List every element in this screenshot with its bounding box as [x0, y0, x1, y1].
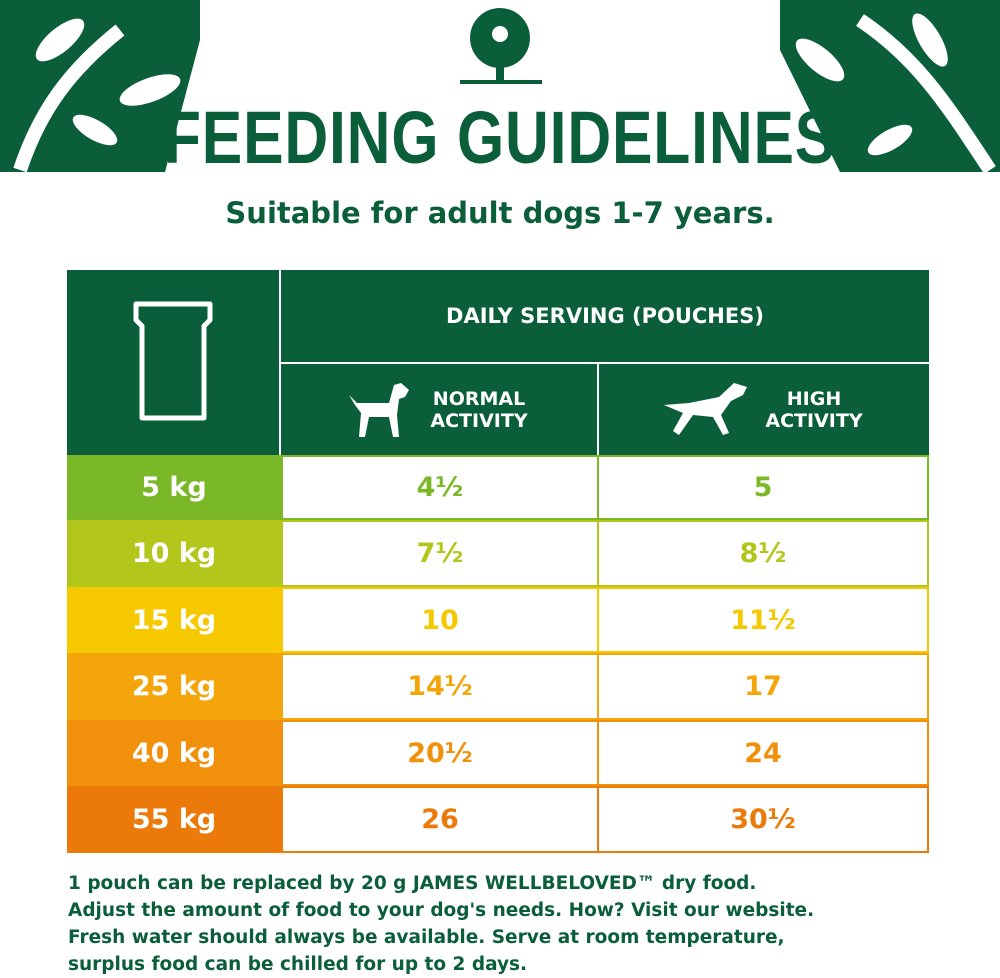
subtitle: Suitable for adult dogs 1-7 years. [225, 196, 775, 230]
footer-line: Fresh water should always be available. … [68, 927, 785, 948]
pouch-icon-cell [67, 270, 279, 455]
column-label: NORMAL ACTIVITY [430, 387, 528, 432]
high-cell: 11½ [597, 587, 929, 653]
normal-cell: 7½ [281, 520, 599, 587]
weight-cell: 5 kg [67, 455, 281, 520]
normal-activity-header: NORMAL ACTIVITY [281, 364, 597, 455]
weight-cell: 40 kg [67, 720, 281, 786]
high-cell: 8½ [597, 520, 929, 587]
weight-cell: 10 kg [67, 520, 281, 587]
weight-cell: 25 kg [67, 653, 281, 720]
weight-cell: 15 kg [67, 587, 281, 653]
column-label: HIGH ACTIVITY [765, 387, 863, 432]
normal-cell: 20½ [281, 720, 599, 786]
dog-icon [349, 382, 409, 437]
title: FEEDING GUIDELINES [163, 96, 837, 179]
decoration [0, 0, 1000, 174]
pouch-icon [133, 301, 213, 421]
footer-line: Adjust the amount of food to your dog's … [68, 900, 815, 921]
footer-line: surplus food can be chilled for up to 2 … [68, 954, 528, 975]
daily-serving-header: DAILY SERVING (POUCHES) [281, 270, 929, 362]
high-cell: 17 [597, 653, 929, 720]
normal-cell: 4½ [281, 455, 599, 520]
weight-cell: 55 kg [67, 786, 281, 853]
high-cell: 24 [597, 720, 929, 786]
footer: 1 pouch can be replaced by 20 g JAMES WE… [68, 870, 814, 978]
running-dog-icon [664, 382, 747, 435]
high-cell: 30½ [597, 786, 929, 853]
normal-cell: 14½ [281, 653, 599, 720]
footer-line: 1 pouch can be replaced by 20 g JAMES WE… [68, 873, 757, 894]
high-cell: 5 [597, 455, 929, 520]
normal-cell: 10 [281, 587, 599, 653]
feeding-table: DAILY SERVING (POUCHES) NORMAL ACTIVITY … [67, 270, 929, 853]
normal-cell: 26 [281, 786, 599, 853]
high-activity-header: HIGH ACTIVITY [599, 364, 929, 455]
